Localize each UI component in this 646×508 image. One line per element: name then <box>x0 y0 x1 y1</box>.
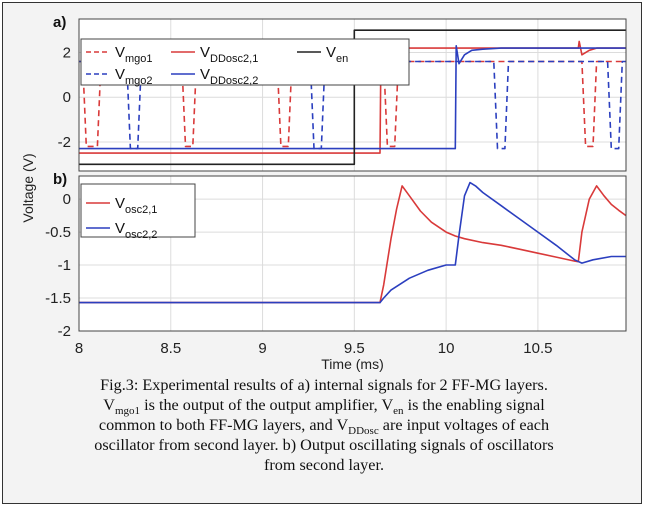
x-tick-label: 10 <box>438 340 455 357</box>
series-line-vosc2-1 <box>79 185 627 304</box>
caption-subscript: DDosc <box>348 425 379 438</box>
caption-subscript: en <box>393 405 404 418</box>
x-tick-label: 8 <box>75 340 83 357</box>
y-tick-label: -1.5 <box>45 290 71 307</box>
caption-text: is the output of the output amplifier, V <box>140 396 394 414</box>
y-tick-label: -1 <box>58 257 71 274</box>
figure-caption: Fig.3: Experimental results of a) intern… <box>13 375 635 475</box>
caption-line-1: Fig.3: Experimental results of a) intern… <box>100 376 548 394</box>
panel-label-b: b) <box>53 171 67 188</box>
series-line-ven <box>79 29 626 166</box>
caption-line-2: Vmgo1 is the output of the output amplif… <box>13 395 635 418</box>
caption-text: is the enabling signal <box>403 396 545 414</box>
caption-line-3: common to both FF-MG layers, and VDDosc … <box>13 415 635 438</box>
caption-symbol: V <box>103 396 115 414</box>
y-tick-label: -2 <box>58 323 71 340</box>
series-line-vosc2-2 <box>79 181 626 304</box>
caption-text: common to both FF-MG layers, and V <box>98 416 349 434</box>
x-tick-label: 9 <box>258 340 266 357</box>
series-line-vddosc2-2 <box>79 44 626 150</box>
x-tick-label: 8.5 <box>160 340 181 357</box>
y-tick-label: 0 <box>63 89 71 106</box>
x-tick-label: 10.5 <box>523 340 552 357</box>
caption-subscript: mgo1 <box>115 405 141 418</box>
y-tick-label: 2 <box>63 45 71 62</box>
figure-canvas: 2 0 -2 a) 0 -0.5 -1 -1.5 -2 b) 8 8.5 9 9.5 10 10.5 Time … <box>20 14 627 372</box>
caption-text: are input voltages of each <box>378 416 550 434</box>
legend-box-b <box>80 183 196 238</box>
caption-line-5: from second layer. <box>263 456 384 474</box>
y-tick-label: -0.5 <box>45 224 71 241</box>
figure-frame: 2 0 -2 a) 0 -0.5 -1 -1.5 -2 b) 8 8.5 9 9.5 10 10.5 Time … <box>2 2 642 504</box>
plot-frame-a <box>78 18 627 172</box>
plot-frame-b <box>78 175 627 332</box>
y-axis-label: Voltage (V) <box>20 153 36 222</box>
x-axis-label: Time (ms) <box>321 356 383 372</box>
x-tick-label: 9.5 <box>344 340 365 357</box>
panel-label-a: a) <box>53 14 66 31</box>
caption-line-4: oscillator from second layer. b) Output … <box>94 436 554 454</box>
y-tick-label: -2 <box>58 134 71 151</box>
y-tick-label: 0 <box>63 191 71 208</box>
legend-box-a <box>80 38 410 86</box>
